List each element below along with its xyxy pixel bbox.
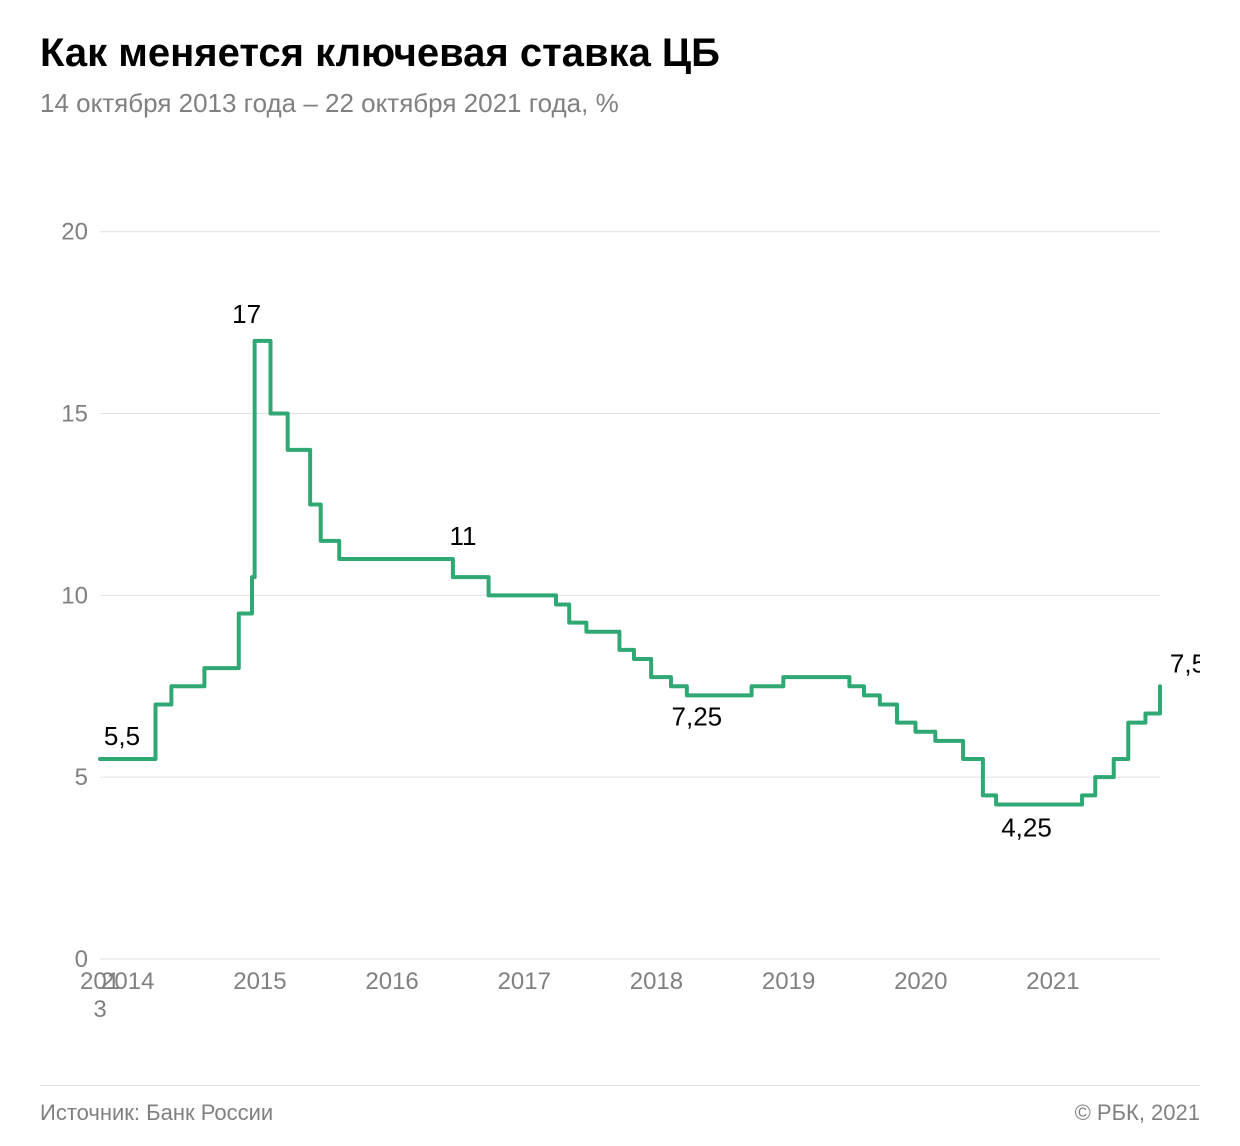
copyright-label: © РБК, 2021 <box>1075 1100 1200 1126</box>
data-point-label: 5,5 <box>104 721 140 751</box>
chart-footer: Источник: Банк России © РБК, 2021 <box>40 1085 1200 1126</box>
data-point-label: 11 <box>449 521 476 551</box>
x-axis-label: 2017 <box>498 968 551 995</box>
x-axis-label: 2014 <box>101 968 154 995</box>
chart-container: Как меняется ключевая ставка ЦБ 14 октяб… <box>0 0 1240 1146</box>
x-axis-label: 3 <box>93 996 106 1023</box>
x-axis-label: 2020 <box>894 968 947 995</box>
line-chart-svg: 0510152020132014201520162017201820192020… <box>40 139 1200 1039</box>
chart-subtitle: 14 октября 2013 года – 22 октября 2021 г… <box>40 88 1200 119</box>
y-axis-label: 15 <box>61 401 88 428</box>
source-label: Источник: Банк России <box>40 1100 273 1126</box>
y-axis-label: 20 <box>61 219 88 246</box>
x-axis-label: 2015 <box>233 968 286 995</box>
y-axis-label: 5 <box>75 764 88 791</box>
data-point-label: 7,25 <box>672 701 723 731</box>
rate-series-line <box>100 341 1160 805</box>
chart-title: Как меняется ключевая ставка ЦБ <box>40 30 1200 76</box>
chart-plot-area: 0510152020132014201520162017201820192020… <box>40 139 1200 1039</box>
y-axis-label: 10 <box>61 582 88 609</box>
data-point-label: 7,5 <box>1170 648 1200 678</box>
x-axis-label: 2018 <box>630 968 683 995</box>
data-point-label: 17 <box>232 299 261 329</box>
data-point-label: 4,25 <box>1001 812 1052 842</box>
x-axis-label: 2019 <box>762 968 815 995</box>
x-axis-label: 2021 <box>1026 968 1079 995</box>
x-axis-label: 2016 <box>365 968 418 995</box>
